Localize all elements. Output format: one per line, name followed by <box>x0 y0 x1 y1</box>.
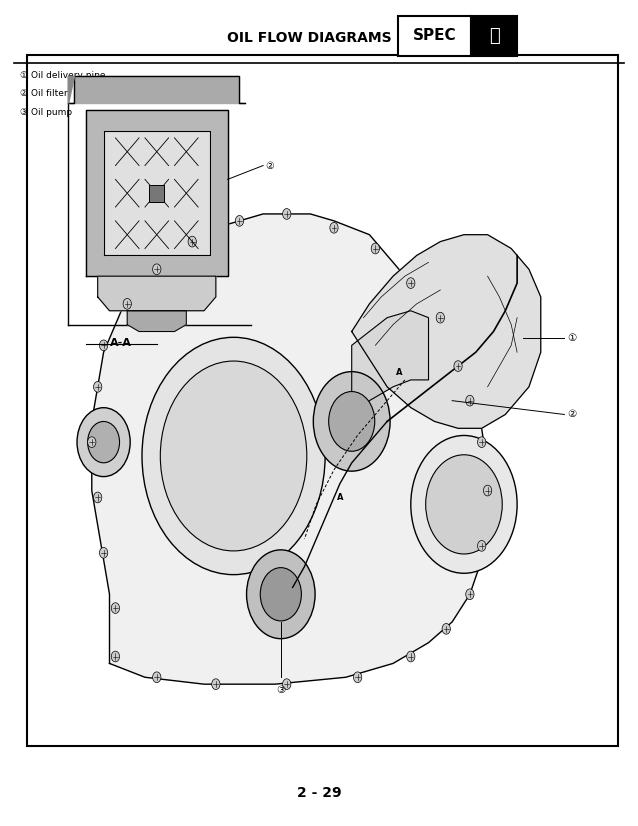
Text: A: A <box>337 493 343 502</box>
Circle shape <box>484 485 492 496</box>
Circle shape <box>454 361 462 372</box>
Polygon shape <box>103 131 210 255</box>
Circle shape <box>77 408 130 477</box>
Circle shape <box>111 603 119 614</box>
Circle shape <box>478 437 486 448</box>
Circle shape <box>235 216 244 226</box>
Circle shape <box>152 672 161 682</box>
Circle shape <box>406 278 415 288</box>
Text: SPEC: SPEC <box>413 28 457 44</box>
Polygon shape <box>86 110 228 276</box>
Text: ③ Oil pump: ③ Oil pump <box>20 107 73 116</box>
Text: ②: ② <box>265 160 274 170</box>
Circle shape <box>111 651 119 662</box>
Circle shape <box>260 567 301 621</box>
Circle shape <box>466 396 474 406</box>
Circle shape <box>466 589 474 600</box>
Circle shape <box>100 340 108 351</box>
Polygon shape <box>352 235 541 429</box>
Circle shape <box>283 209 291 220</box>
Circle shape <box>142 337 325 575</box>
Polygon shape <box>98 276 216 311</box>
Text: ②: ② <box>568 410 577 420</box>
Circle shape <box>246 550 315 638</box>
Bar <box>398 17 471 55</box>
Circle shape <box>123 298 131 309</box>
Circle shape <box>436 312 445 323</box>
Circle shape <box>411 435 517 573</box>
Circle shape <box>283 679 291 690</box>
Text: OIL FLOW DIAGRAMS: OIL FLOW DIAGRAMS <box>227 31 392 45</box>
Text: 2 - 29: 2 - 29 <box>297 786 341 800</box>
Circle shape <box>313 372 390 471</box>
Text: ③: ③ <box>276 686 285 695</box>
Bar <box>471 17 517 55</box>
Text: ①: ① <box>568 334 577 344</box>
Circle shape <box>188 236 197 247</box>
Polygon shape <box>68 76 74 103</box>
Polygon shape <box>352 311 429 415</box>
Circle shape <box>329 392 375 451</box>
Circle shape <box>212 679 220 690</box>
Text: ① Oil delivery pipe: ① Oil delivery pipe <box>20 71 106 80</box>
Text: A: A <box>396 368 402 377</box>
Text: ⚿: ⚿ <box>489 27 500 45</box>
Circle shape <box>160 361 307 551</box>
Circle shape <box>87 421 119 463</box>
Bar <box>27 55 618 747</box>
Circle shape <box>442 624 450 634</box>
Circle shape <box>406 651 415 662</box>
Circle shape <box>371 243 380 254</box>
Polygon shape <box>92 214 487 684</box>
Circle shape <box>87 437 96 448</box>
Bar <box>149 184 164 202</box>
Circle shape <box>100 548 108 558</box>
Circle shape <box>478 540 486 551</box>
Circle shape <box>94 492 102 503</box>
Text: ② Oil filter: ② Oil filter <box>20 89 68 98</box>
Circle shape <box>152 263 161 274</box>
Polygon shape <box>127 311 186 331</box>
Circle shape <box>94 382 102 392</box>
Circle shape <box>426 455 502 554</box>
Circle shape <box>353 672 362 682</box>
Circle shape <box>330 222 338 233</box>
Polygon shape <box>68 76 246 103</box>
Text: A-A: A-A <box>110 339 132 349</box>
